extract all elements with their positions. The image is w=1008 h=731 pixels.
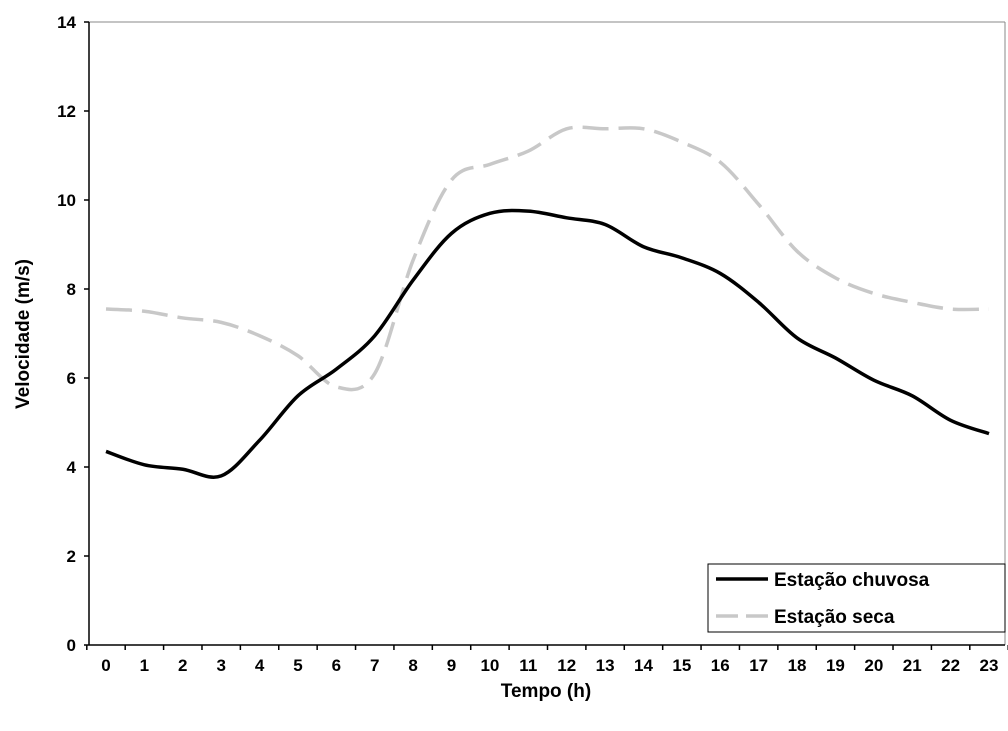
y-axis-title: Velocidade (m/s) bbox=[13, 259, 34, 409]
x-tick-label: 9 bbox=[447, 656, 456, 675]
x-tick-label: 18 bbox=[788, 656, 807, 675]
x-tick-label: 20 bbox=[864, 656, 883, 675]
x-tick-label: 7 bbox=[370, 656, 379, 675]
x-tick-label: 3 bbox=[216, 656, 225, 675]
plot-frame bbox=[88, 21, 1006, 646]
x-tick-label: 1 bbox=[140, 656, 149, 675]
x-axis-ticks: 0 1 2 3 4 5 6 7 8 9 10 11 12 13 14 15 16 17 18 19 20 21 22 23 bbox=[86, 645, 1008, 675]
x-tick-label: 15 bbox=[672, 656, 691, 675]
x-tick-label: 21 bbox=[903, 656, 922, 675]
y-tick-label: 0 bbox=[67, 636, 76, 655]
series-layer bbox=[105, 125, 990, 479]
x-tick-label: 13 bbox=[596, 656, 615, 675]
x-tick-label: 19 bbox=[826, 656, 845, 675]
y-tick-label: 8 bbox=[67, 280, 76, 299]
x-tick-label: 0 bbox=[101, 656, 110, 675]
x-tick-label: 12 bbox=[557, 656, 576, 675]
x-tick-label: 6 bbox=[332, 656, 341, 675]
y-tick-label: 4 bbox=[67, 458, 77, 477]
legend-box bbox=[707, 563, 1006, 633]
y-tick-label: 10 bbox=[57, 191, 76, 210]
x-tick-label: 10 bbox=[480, 656, 499, 675]
x-tick-label: 4 bbox=[255, 656, 265, 675]
y-tick-label: 6 bbox=[67, 369, 76, 388]
x-tick-label: 23 bbox=[980, 656, 999, 675]
x-tick-label: 22 bbox=[941, 656, 960, 675]
x-tick-label: 8 bbox=[408, 656, 417, 675]
x-tick-label: 14 bbox=[634, 656, 653, 675]
legend-label-estacao-seca: Estação seca bbox=[774, 607, 895, 628]
x-tick-label: 5 bbox=[293, 656, 302, 675]
y-tick-label: 14 bbox=[57, 13, 76, 32]
series-line-estacao-seca bbox=[105, 125, 990, 392]
y-axis-ticks: 0 2 4 6 8 10 12 14 bbox=[57, 13, 89, 655]
x-tick-label: 16 bbox=[711, 656, 730, 675]
y-tick-label: 2 bbox=[67, 547, 76, 566]
x-tick-label: 11 bbox=[519, 656, 537, 675]
series-line-estacao-chuvosa bbox=[105, 208, 990, 479]
x-axis-title: Tempo (h) bbox=[501, 681, 591, 702]
legend: Estação chuvosa Estação seca bbox=[707, 563, 1006, 633]
x-tick-label: 2 bbox=[178, 656, 187, 675]
x-tick-label: 17 bbox=[749, 656, 768, 675]
y-tick-label: 12 bbox=[57, 102, 76, 121]
legend-label-estacao-chuvosa: Estação chuvosa bbox=[774, 570, 930, 591]
